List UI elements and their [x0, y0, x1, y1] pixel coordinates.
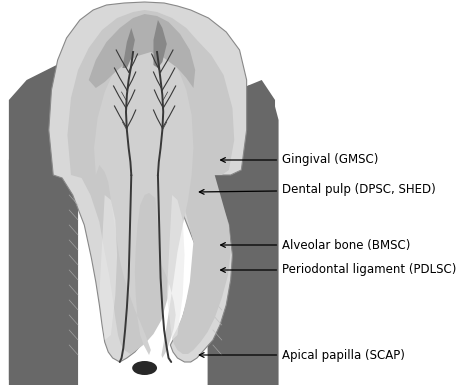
Polygon shape	[9, 60, 75, 380]
Polygon shape	[49, 2, 246, 362]
Polygon shape	[213, 80, 275, 380]
Polygon shape	[9, 88, 78, 385]
Polygon shape	[100, 195, 117, 340]
Polygon shape	[154, 20, 167, 68]
Polygon shape	[67, 10, 234, 354]
Polygon shape	[167, 195, 184, 340]
Polygon shape	[213, 100, 275, 380]
Ellipse shape	[132, 361, 157, 375]
Text: Gingival (GMSC): Gingival (GMSC)	[220, 154, 379, 166]
Text: Periodontal ligament (PDLSC): Periodontal ligament (PDLSC)	[220, 264, 456, 276]
Polygon shape	[89, 14, 195, 88]
Text: Alveolar bone (BMSC): Alveolar bone (BMSC)	[221, 239, 410, 252]
Text: Dental pulp (DPSC, SHED): Dental pulp (DPSC, SHED)	[200, 183, 436, 196]
Polygon shape	[9, 100, 75, 380]
Polygon shape	[94, 32, 193, 358]
Polygon shape	[122, 28, 135, 68]
Text: Apical papilla (SCAP): Apical papilla (SCAP)	[200, 349, 405, 362]
Polygon shape	[208, 85, 279, 385]
